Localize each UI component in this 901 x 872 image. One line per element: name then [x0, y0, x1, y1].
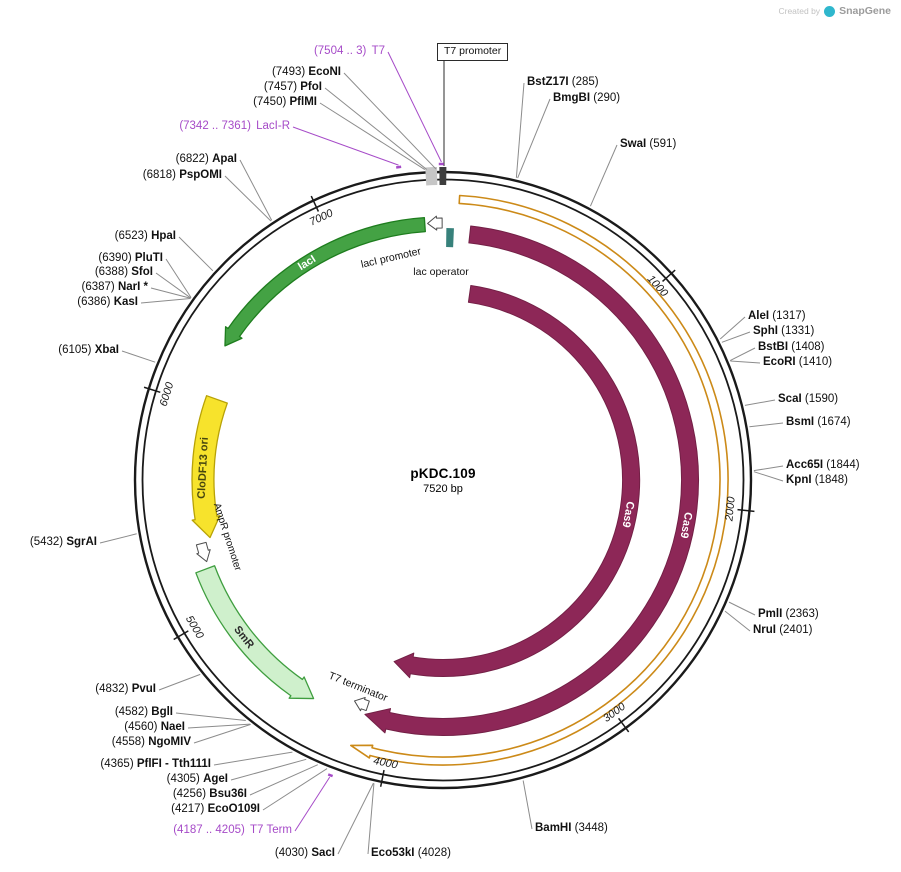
plasmid-size: 7520 bp: [423, 483, 463, 495]
leader-line-PluTI: [165, 258, 192, 298]
snapgene-credit: Created by SnapGene: [778, 5, 891, 17]
leader-line-NaeI: [187, 723, 251, 729]
leader-line-T7: [387, 51, 442, 163]
leader-line-EcoNI: [343, 72, 437, 170]
leader-line-T7-Term: [294, 776, 331, 832]
leader-line-BmgBI: [517, 98, 551, 179]
orange-gene-outline-arc[interactable]: [350, 194, 729, 766]
cas9-outer-arc[interactable]: [364, 225, 699, 736]
tick-mark-7000: [310, 195, 320, 212]
leader-line-Acc65I: [753, 465, 784, 472]
leader-line-KasI: [140, 297, 191, 304]
smr-arc[interactable]: [195, 565, 315, 700]
tick-mark-1000: [662, 269, 676, 283]
leader-line-Bsu36I: [249, 764, 318, 796]
leader-line-SacI: [337, 782, 374, 855]
ampr-promoter-label[interactable]: AmpR promoter: [211, 502, 243, 573]
leader-line-PspOMI: [224, 175, 272, 222]
tick-label-2000: 2000: [723, 495, 738, 522]
leader-line-PmlI: [728, 601, 756, 616]
leader-line-ApaI: [239, 159, 273, 221]
laci-promoter-arrow[interactable]: [427, 215, 443, 231]
tick-mark-6000: [143, 386, 161, 394]
lac-operator-box[interactable]: [446, 228, 454, 248]
tick-mark-3000: [617, 717, 630, 733]
t7-terminator-arrow[interactable]: [354, 697, 370, 712]
leader-line-PflFI-Tth111I: [213, 751, 293, 766]
leader-line-AgeI: [230, 758, 307, 781]
leader-line-KpnI: [753, 471, 784, 482]
tick-label-4000: 4000: [372, 755, 399, 772]
leader-line-NruI: [724, 610, 751, 632]
tick-mark-5000: [173, 630, 189, 641]
credit-prefix-label: Created by: [778, 6, 821, 16]
leader-line-SphI: [721, 331, 751, 343]
tick-mark-2000: [737, 508, 755, 513]
gray-feature-mark[interactable]: [425, 167, 438, 186]
tick-mark-4000: [379, 769, 385, 787]
leader-line-NarI-: [150, 287, 191, 299]
credit-brand-label: SnapGene: [839, 5, 891, 17]
leader-line-ScaI: [744, 399, 776, 406]
leader-line-EcoO109I: [262, 768, 328, 811]
leader-line-PvuI: [158, 673, 201, 691]
leader-line-XbaI: [121, 350, 156, 363]
leader-line-AleI: [719, 316, 746, 340]
leader-line-BamHI: [522, 780, 533, 830]
leader-line-NgoMIV: [193, 723, 251, 744]
leader-line-HpaI: [178, 236, 214, 272]
lac-operator-label[interactable]: lac operator: [413, 266, 469, 278]
primer-mark-LacI-R[interactable]: [395, 165, 402, 169]
t7-promoter-mark[interactable]: [439, 167, 447, 186]
cas9-outer-arc-label[interactable]: Cas9: [678, 511, 695, 539]
snapgene-logo-icon: [824, 5, 836, 17]
laci-arc[interactable]: [224, 217, 426, 347]
leader-line-SgrAI: [99, 533, 137, 544]
leader-line-BstZ17I: [515, 82, 525, 178]
cas9-inner-arc[interactable]: [393, 284, 641, 679]
leader-line-LacI-R: [292, 126, 399, 166]
leader-line-SfoI: [155, 272, 192, 299]
leader-line-PfoI: [324, 87, 427, 170]
ampr-promoter-arrow[interactable]: [195, 541, 211, 563]
leader-line-Eco53kI: [367, 783, 375, 855]
clodf13-ori-arc[interactable]: [191, 395, 228, 539]
primer-mark-T7-Term[interactable]: [327, 773, 334, 778]
leader-line-BglI: [175, 712, 246, 721]
t7-promoter-boxed-label[interactable]: T7 promoter: [437, 43, 509, 61]
leader-line-SwaI: [589, 144, 618, 207]
leader-line-BstBI: [729, 347, 756, 361]
leader-line-BsmI: [749, 422, 784, 428]
leader-line-PflMI: [319, 102, 426, 170]
clodf13-ori-arc-label[interactable]: CloDF13 ori: [196, 437, 211, 499]
plasmid-title-block: pKDC.109 7520 bp: [343, 466, 543, 495]
plasmid-name: pKDC.109: [410, 466, 476, 481]
leader-line-EcoRI: [730, 360, 761, 364]
cas9-inner-arc-label[interactable]: Cas9: [620, 500, 637, 528]
tick-label-6000: 6000: [158, 380, 177, 408]
